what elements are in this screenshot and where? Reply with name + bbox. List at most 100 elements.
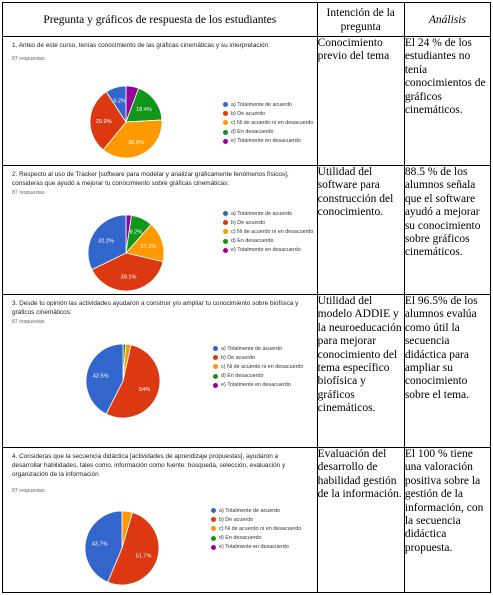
pie-slice-neutral (102, 119, 163, 159)
legend-label: a) Totalmente de acuerdo (219, 507, 281, 514)
legend-label: c) Ni de acuerdo ni en desacuerdo (231, 228, 314, 235)
legend-item-en-desacuerdo: d) En desacuerdo (223, 128, 313, 137)
pie-chart: 18.4% 36.8% 29.9% 9.2% (89, 85, 163, 159)
legend-swatch (211, 508, 216, 514)
legend-swatch (213, 355, 218, 361)
intention-cell: Utilidad del software para construcción … (316, 165, 405, 295)
legend-label: d) En desacuerdo (221, 373, 264, 380)
chart-legend: a) Totalmente de acuerdo b) De acuerdo c) … (223, 209, 313, 255)
pie-chart: 54% 42.5% (85, 343, 161, 419)
legend-swatch (223, 129, 228, 135)
legend-label: d) En desacuerdo (231, 129, 274, 136)
legend-label: b) De acuerdo (219, 516, 254, 523)
legend-label: e) Totalmente en desacuerdo (231, 247, 301, 254)
analysis-cell: El 24 % de los estudiantes no tenía cono… (403, 36, 492, 166)
legend-label: e) Totalmente en desacuerdo (219, 544, 289, 551)
legend-swatch (223, 138, 228, 144)
legend-item-en-desacuerdo: d) En desacuerdo (213, 372, 303, 381)
slice-label: 42.5% (93, 374, 109, 380)
slice-label: 39.1% (121, 274, 137, 280)
slice-label: 54% (139, 387, 150, 393)
legend-swatch (213, 346, 218, 352)
legend-swatch (223, 220, 228, 226)
question-cell: 3. Desde tu opinión las actividades ayud… (2, 294, 318, 448)
legend-swatch (213, 364, 218, 370)
question-cell: 2. Respecto al uso de Tracker [software … (2, 165, 318, 295)
legend-item-de-acuerdo: b) De acuerdo (223, 218, 313, 227)
legend-item-neutral: c) Ni de acuerdo ni en desacuerdo (211, 524, 301, 533)
pie-slice-totalmente-de-acuerdo (84, 510, 123, 583)
legend-item-totalmente-en-desacuerdo: e) Totalmente en desacuerdo (211, 543, 301, 552)
pie-slice-en-desacuerdo (125, 87, 163, 123)
chart-legend: a) Totalmente de acuerdo b) De acuerdo c) … (211, 506, 301, 552)
slice-label: 9.2% (113, 99, 126, 105)
legend-item-neutral: c) Ni de acuerdo ni en desacuerdo (213, 362, 303, 371)
legend-label: c) Ni de acuerdo ni en desacuerdo (219, 525, 302, 532)
legend-item-neutral: c) Ni de acuerdo ni en desacuerdo (223, 118, 313, 127)
legend-swatch (223, 247, 228, 253)
legend-label: e) Totalmente en desacuerdo (221, 382, 291, 389)
pie-slice-de-acuerdo (89, 91, 127, 151)
pie-slice-de-acuerdo (105, 344, 161, 419)
slice-label: 36.8% (128, 140, 144, 146)
slice-label: 18.4% (136, 107, 152, 113)
slice-label: 9.2% (130, 230, 143, 236)
response-count: 87 respuestas (12, 56, 45, 62)
legend-item-totalmente-de-acuerdo: a) Totalmente de acuerdo (223, 100, 313, 109)
question-text: 2. Respecto al uso de Tracker [software … (12, 171, 289, 187)
legend-label: b) De acuerdo (221, 354, 256, 361)
question-cell: 4. Consideras que la secuencia didáctica… (2, 447, 318, 593)
legend-label: e) Totalmente en desacuerdo (231, 138, 301, 145)
question-text: 1. Antes de este curso, tenías conocimie… (12, 42, 270, 49)
chart-legend: a) Totalmente de acuerdo b) De acuerdo c) … (223, 100, 313, 146)
legend-label: a) Totalmente de acuerdo (231, 210, 293, 217)
legend-label: a) Totalmente de acuerdo (221, 345, 283, 352)
legend-swatch (223, 120, 228, 126)
response-count: 87 respuestas (12, 488, 45, 494)
intention-cell: Utilidad del modelo ADDIE y la neuroeduc… (316, 294, 405, 448)
legend-item-totalmente-de-acuerdo: a) Totalmente de acuerdo (223, 209, 313, 218)
legend-swatch (211, 535, 216, 541)
legend-item-de-acuerdo: b) De acuerdo (223, 109, 313, 118)
legend-label: b) De acuerdo (231, 110, 266, 117)
legend-item-totalmente-en-desacuerdo: e) Totalmente en desacuerdo (223, 246, 313, 255)
table-row: 3. Desde tu opinión las actividades ayud… (2, 294, 492, 448)
legend-swatch (211, 544, 216, 550)
legend-swatch (213, 373, 218, 379)
table-row: 4. Consideras que la secuencia didáctica… (2, 447, 492, 593)
slice-label: 51.7% (136, 554, 152, 560)
legend-swatch (223, 229, 228, 235)
slice-label: 43.7% (92, 541, 108, 547)
question-cell: 1. Antes de este curso, tenías conocimie… (2, 36, 318, 166)
legend-item-totalmente-en-desacuerdo: e) Totalmente en desacuerdo (213, 381, 303, 390)
analysis-cell: 88.5 % de los alumnos señala que el soft… (403, 165, 492, 295)
legend-swatch (223, 211, 228, 217)
legend-swatch (213, 382, 218, 388)
legend-label: c) Ni de acuerdo ni en desacuerdo (231, 119, 314, 126)
slice-label: 32.2% (98, 239, 114, 245)
legend-item-totalmente-de-acuerdo: a) Totalmente de acuerdo (213, 344, 303, 353)
legend-item-en-desacuerdo: d) En desacuerdo (223, 237, 313, 246)
legend-label: d) En desacuerdo (219, 535, 262, 542)
intention-cell: Conocimiento previo del tema (316, 36, 405, 166)
header-row: Pregunta y gráficos de respuesta de los … (2, 2, 492, 37)
pie-chart: 51.7% 43.7% (84, 510, 160, 586)
pie-slice-de-acuerdo (107, 512, 160, 586)
legend-label: a) Totalmente de acuerdo (231, 101, 293, 108)
slice-label: 29.9% (96, 119, 112, 125)
pie-slice-totalmente-de-acuerdo (105, 85, 127, 124)
header-intention: Intención de la pregunta (316, 2, 405, 37)
response-count: 87 respuestas (12, 319, 45, 325)
legend-item-totalmente-en-desacuerdo: e) Totalmente en desacuerdo (223, 137, 313, 146)
legend-item-de-acuerdo: b) De acuerdo (211, 515, 301, 524)
legend-swatch (223, 111, 228, 117)
table-row: 2. Respecto al uso de Tracker [software … (2, 165, 492, 295)
legend-item-totalmente-de-acuerdo: a) Totalmente de acuerdo (211, 506, 301, 515)
pie-slice-de-acuerdo (91, 252, 164, 292)
chart-legend: a) Totalmente de acuerdo b) De acuerdo c) … (213, 344, 303, 390)
pie-slice-totalmente-de-acuerdo (87, 214, 127, 271)
legend-label: d) En desacuerdo (231, 238, 274, 245)
intention-cell: Evaluación del desarrollo de habilidad g… (316, 447, 405, 593)
pie-slice-totalmente-de-acuerdo (85, 343, 124, 415)
